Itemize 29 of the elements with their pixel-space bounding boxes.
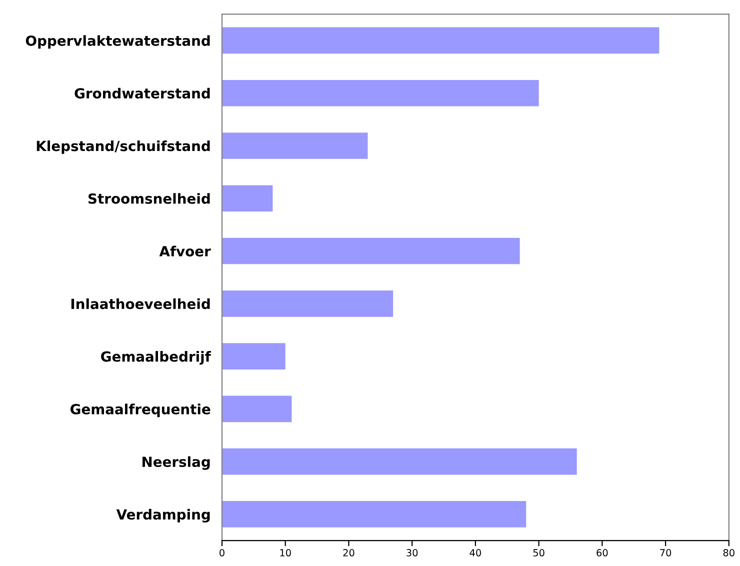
x-tick-label: 70	[660, 549, 672, 556]
bar	[222, 132, 368, 159]
bar	[222, 396, 292, 422]
x-tick-label: 80	[723, 549, 734, 556]
y-tick-label: Afvoer	[159, 246, 211, 256]
bar	[222, 343, 286, 370]
bar	[222, 448, 577, 475]
x-tick-label: 20	[343, 549, 354, 556]
bar	[222, 80, 539, 106]
x-tick-label: 30	[406, 549, 418, 556]
y-tick-label: Grondwaterstand	[74, 88, 210, 99]
x-tick-label: 0	[220, 549, 224, 556]
y-tick-label: Stroomsnelheid	[88, 193, 210, 204]
y-tick-label: Verdamping	[116, 508, 210, 522]
bar	[222, 185, 273, 212]
bar	[222, 238, 520, 264]
y-tick-label: Gemaalbedrijf	[101, 351, 212, 365]
x-tick-label: 10	[280, 549, 291, 556]
y-tick-label: Inlaathoeveelheid	[71, 298, 210, 310]
x-tick-label: 40	[470, 549, 481, 556]
bar	[222, 501, 526, 528]
y-tick-label: Gemaalfrequentie	[70, 404, 210, 418]
y-tick-label: Klepstand/schuifstand	[36, 140, 210, 154]
bar	[222, 27, 660, 54]
x-tick-label: 60	[596, 549, 608, 556]
y-tick-label: Neerslag	[142, 456, 210, 470]
x-tick-label: 50	[533, 549, 544, 556]
bar	[222, 290, 394, 317]
y-tick-label: Oppervlaktewaterstand	[26, 35, 210, 49]
